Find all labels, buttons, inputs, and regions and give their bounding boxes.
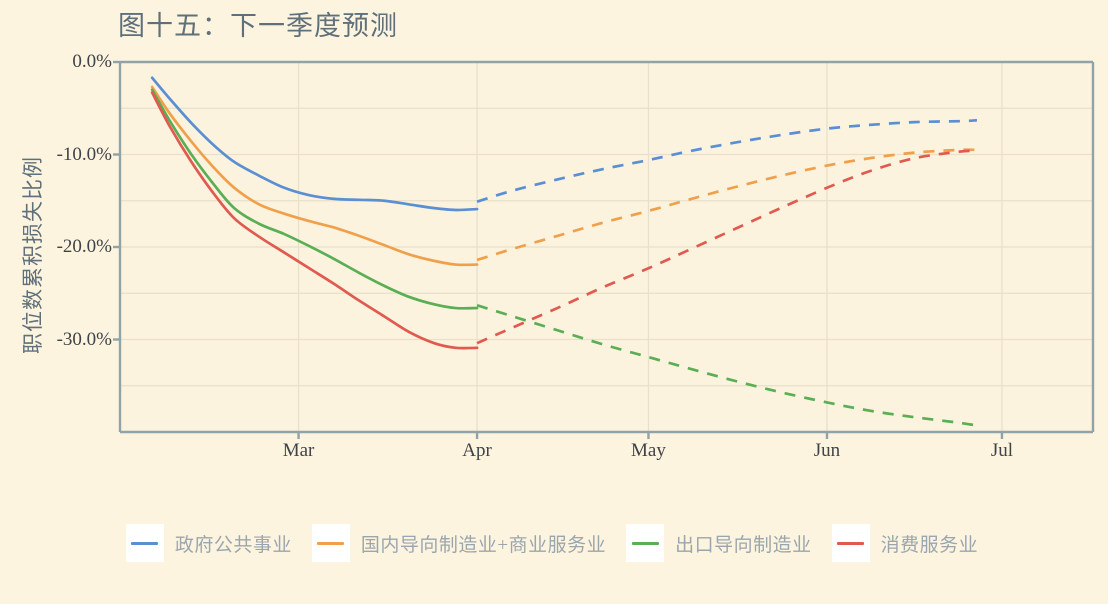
y-axis-tick-labels: 0.0% -10.0% -20.0% -30.0% bbox=[0, 0, 112, 604]
y-tick-label: -20.0% bbox=[56, 236, 112, 257]
legend-swatch-icon bbox=[125, 524, 164, 562]
x-tick-label: Mar bbox=[282, 440, 315, 461]
axis-tickmarks-layer bbox=[113, 60, 1004, 439]
x-tick-label: Apr bbox=[462, 440, 492, 461]
legend-item-2[interactable]: 出口导向制造业 bbox=[626, 524, 816, 562]
legend-label: 消费服务业 bbox=[880, 534, 979, 556]
series-lines-layer bbox=[150, 76, 978, 427]
x-axis-tick-labels: Mar Apr May Jun Jul bbox=[0, 440, 1108, 480]
legend-label: 政府公共事业 bbox=[174, 534, 292, 556]
legend-item-3[interactable]: 消费服务业 bbox=[831, 524, 983, 562]
legend-swatch-icon bbox=[311, 524, 350, 562]
legend-swatch-icon bbox=[626, 524, 665, 562]
y-tick-label: 0.0% bbox=[72, 51, 112, 72]
legend-swatch-icon bbox=[831, 524, 870, 562]
x-tick-label: Jul bbox=[990, 440, 1014, 461]
series-line-3 bbox=[150, 91, 978, 350]
series-line-2 bbox=[150, 88, 978, 427]
legend-label: 国内导向制造业+商业服务业 bbox=[360, 534, 607, 556]
legend-label: 出口导向制造业 bbox=[675, 534, 812, 556]
legend-item-0[interactable]: 政府公共事业 bbox=[125, 524, 296, 562]
chart-title: 图十五：下一季度预测 bbox=[118, 11, 398, 41]
y-tick-label: -30.0% bbox=[56, 328, 112, 350]
series-line-1 bbox=[150, 85, 977, 267]
x-tick-label: Jun bbox=[813, 440, 841, 461]
series-line-0 bbox=[150, 76, 978, 212]
legend-item-1[interactable]: 国内导向制造业+商业服务业 bbox=[311, 524, 610, 562]
x-tick-label: May bbox=[631, 440, 666, 461]
y-tick-label: -10.0% bbox=[56, 143, 112, 165]
chart-legend: 政府公共事业 国内导向制造业+商业服务业 出口导向制造业 消费服务业 bbox=[0, 524, 1108, 562]
grid-lines-layer bbox=[120, 61, 1093, 432]
